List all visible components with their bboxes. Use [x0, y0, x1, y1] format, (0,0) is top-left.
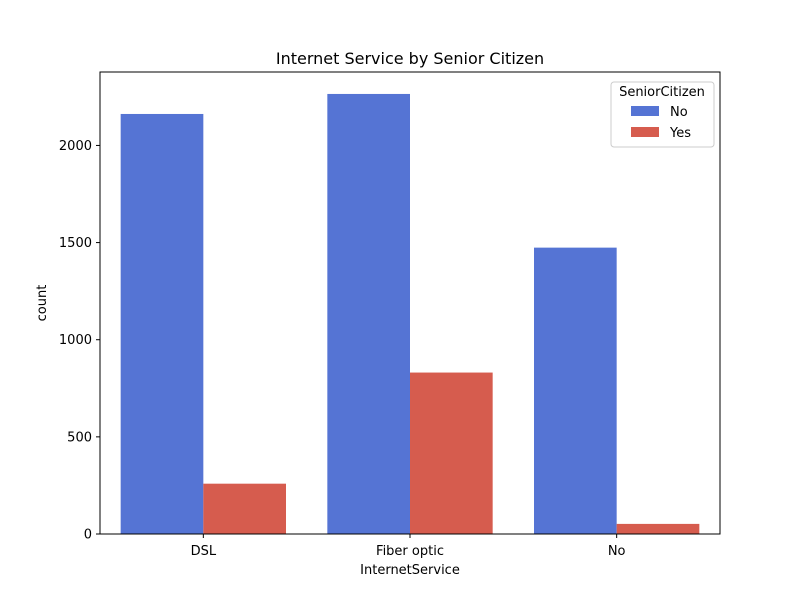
x-axis-label: InternetService	[360, 563, 460, 578]
y-tick-label: 500	[67, 430, 92, 445]
y-tick-label: 1500	[59, 236, 92, 251]
legend-title: SeniorCitizen	[619, 85, 705, 100]
chart-title: Internet Service by Senior Citizen	[276, 49, 544, 68]
y-tick-label: 1000	[59, 333, 92, 348]
y-tick-label: 2000	[59, 139, 92, 154]
x-tick-label: DSL	[191, 544, 217, 559]
y-axis-label: count	[35, 285, 50, 322]
x-axis: DSL Fiber optic No	[191, 534, 626, 559]
bar-yes-no	[616, 523, 700, 534]
legend-label-no: No	[670, 105, 688, 120]
bar-no-dsl	[120, 113, 204, 535]
legend: SeniorCitizen No Yes	[610, 81, 715, 148]
bar-yes-fiber-optic	[410, 372, 493, 534]
bar-no-fiber-optic	[327, 93, 410, 535]
legend-swatch-yes	[631, 127, 659, 137]
x-tick-label: Fiber optic	[376, 544, 444, 559]
y-axis: 0 500 1000 1500 2000	[59, 139, 100, 543]
legend-label-yes: Yes	[669, 126, 691, 141]
legend-swatch-no	[631, 106, 659, 116]
bars-group	[120, 93, 700, 535]
x-tick-label: No	[608, 544, 626, 559]
y-tick-label: 0	[84, 528, 92, 543]
bar-no-no	[534, 247, 617, 534]
bar-yes-dsl	[203, 483, 286, 534]
